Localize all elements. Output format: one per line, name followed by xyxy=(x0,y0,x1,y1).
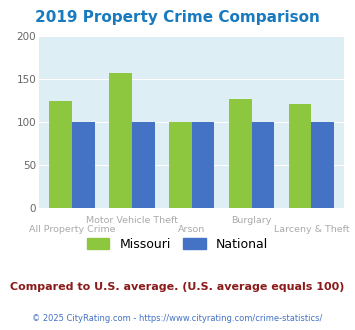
Bar xyxy=(229,99,252,208)
Bar xyxy=(311,122,334,208)
Legend: Missouri, National: Missouri, National xyxy=(87,238,268,251)
Text: Arson: Arson xyxy=(178,225,205,234)
Text: Larceny & Theft: Larceny & Theft xyxy=(274,225,349,234)
Bar xyxy=(169,122,192,208)
Text: Burglary: Burglary xyxy=(231,216,272,225)
Bar xyxy=(49,101,72,208)
Bar xyxy=(109,73,132,208)
Text: Motor Vehicle Theft: Motor Vehicle Theft xyxy=(86,216,178,225)
Bar xyxy=(192,122,214,208)
Bar xyxy=(72,122,95,208)
Text: All Property Crime: All Property Crime xyxy=(29,225,115,234)
Text: © 2025 CityRating.com - https://www.cityrating.com/crime-statistics/: © 2025 CityRating.com - https://www.city… xyxy=(32,314,323,323)
Bar xyxy=(289,104,311,208)
Text: Compared to U.S. average. (U.S. average equals 100): Compared to U.S. average. (U.S. average … xyxy=(10,282,345,292)
Bar xyxy=(252,122,274,208)
Text: 2019 Property Crime Comparison: 2019 Property Crime Comparison xyxy=(35,10,320,25)
Bar xyxy=(132,122,154,208)
